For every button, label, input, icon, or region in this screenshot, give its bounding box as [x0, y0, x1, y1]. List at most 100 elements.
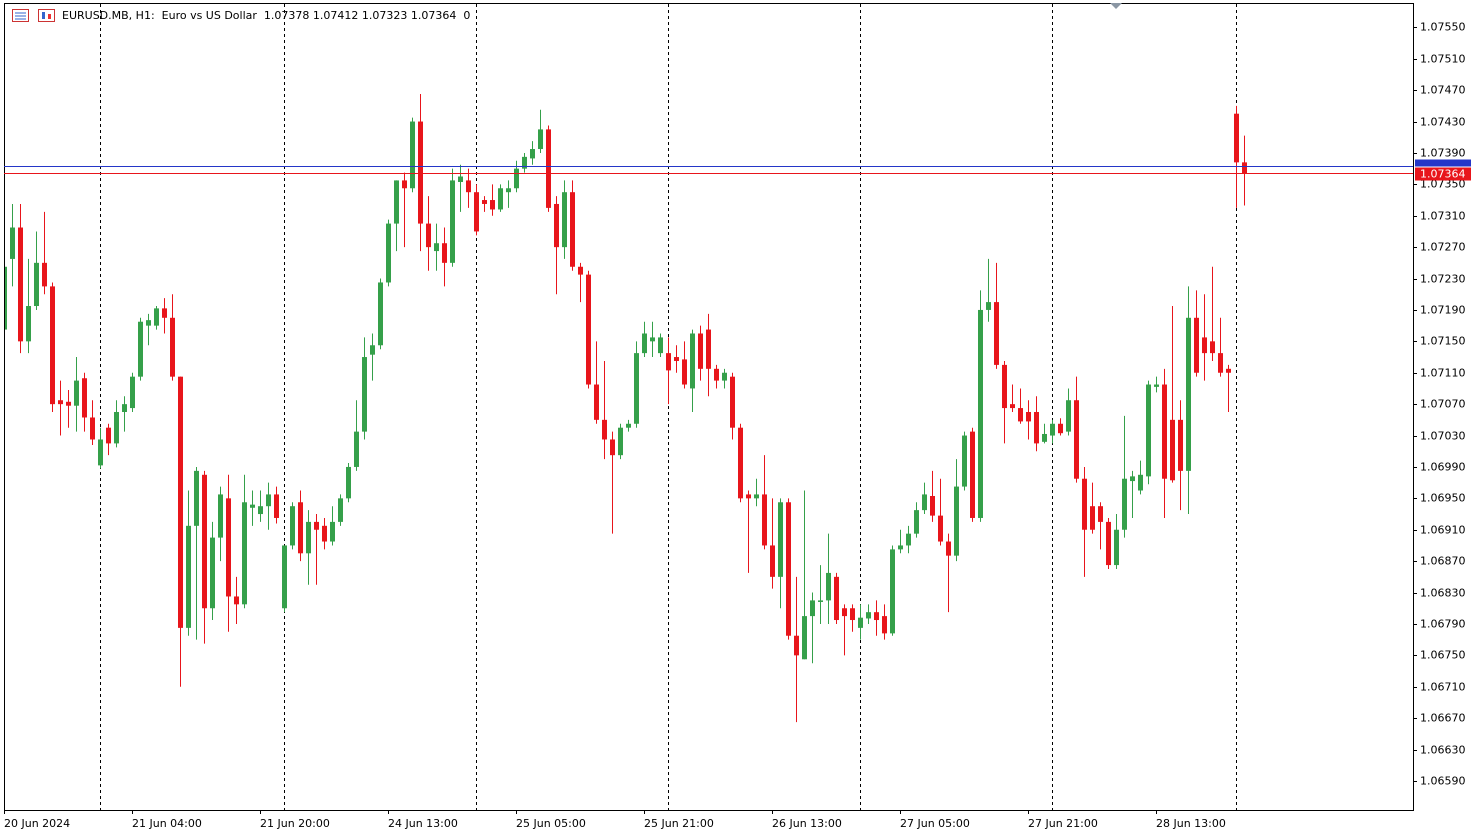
x-tick-label: 26 Jun 13:00 [772, 817, 842, 830]
candle-body [298, 502, 303, 554]
candles [4, 94, 1247, 723]
candle-body [674, 357, 679, 361]
candle-body [714, 368, 719, 381]
y-tick-label: 1.07390 [1420, 147, 1466, 160]
candle-body [242, 502, 247, 605]
candle-body [738, 427, 743, 499]
candle-body [1058, 423, 1063, 434]
candle-body [970, 431, 975, 518]
candle-body [458, 176, 463, 182]
candle-body [810, 600, 815, 617]
candle-body [466, 180, 471, 193]
candle-body [898, 545, 903, 550]
candle-body [914, 510, 919, 534]
candle-body [434, 243, 439, 252]
x-tick-label: 28 Jun 13:00 [1156, 817, 1226, 830]
candle-body [1194, 317, 1199, 373]
candle-body [186, 525, 191, 628]
candle-body [162, 308, 167, 318]
candle-body [602, 419, 607, 440]
candle-body [306, 521, 311, 554]
candle-body [1082, 478, 1087, 530]
candle-body [1034, 411, 1039, 444]
candle-body [346, 466, 351, 499]
candle-body [1018, 408, 1023, 422]
shift-marker[interactable] [1110, 3, 1122, 9]
candle-body [1122, 478, 1127, 530]
candle-body [1218, 353, 1223, 373]
candle-body [202, 474, 207, 609]
candle-body [978, 309, 983, 518]
candle-body [26, 306, 31, 342]
candle-body [522, 156, 527, 169]
y-tick-label: 1.07430 [1420, 116, 1466, 129]
candle-body [1106, 521, 1111, 566]
x-tick-label: 25 Jun 21:00 [644, 817, 714, 830]
x-tick-label: 27 Jun 21:00 [1028, 817, 1098, 830]
candle-body [994, 302, 999, 365]
candle-body [1050, 423, 1055, 436]
candle-body [1178, 419, 1183, 471]
y-tick-label: 1.06990 [1420, 461, 1466, 474]
candle-body [410, 121, 415, 189]
candle-body [546, 129, 551, 208]
candle-body [530, 149, 535, 159]
candle-body [938, 515, 943, 542]
ask-label-box [1415, 159, 1471, 167]
y-tick-label: 1.06910 [1420, 524, 1466, 537]
candle-body [594, 384, 599, 420]
icon-chart[interactable] [38, 9, 55, 22]
y-tick-label: 1.06630 [1420, 744, 1466, 757]
candle-body [722, 372, 727, 381]
candle-body [354, 431, 359, 467]
candle-body [1074, 400, 1079, 479]
candle-body [50, 286, 55, 405]
candle-body [130, 376, 135, 409]
candle-body [1090, 506, 1095, 530]
candle-body [850, 608, 855, 621]
y-tick-label: 1.06950 [1420, 492, 1466, 505]
candle-body [290, 506, 295, 546]
candle-body [226, 498, 231, 597]
candle-body [1210, 341, 1215, 354]
y-tick-label: 1.06750 [1420, 649, 1466, 662]
candle-body [922, 494, 927, 511]
y-tick-label: 1.06670 [1420, 712, 1466, 725]
candle-body [762, 494, 767, 546]
candle-body [378, 282, 383, 346]
candle-body [1162, 384, 1167, 479]
candle-body [386, 223, 391, 283]
candle-body [626, 423, 631, 428]
candle-body [106, 427, 111, 444]
candle-body [1234, 113, 1239, 163]
x-tick-label: 27 Jun 05:00 [900, 817, 970, 830]
candle-body [122, 404, 127, 412]
x-tick-label: 20 Jun 2024 [4, 817, 70, 830]
candle-body [90, 417, 95, 440]
candle-body [962, 435, 967, 487]
candle-body [1114, 529, 1119, 566]
candle-body [642, 333, 647, 354]
candle-body [114, 411, 119, 444]
candle-body [610, 439, 615, 456]
candle-body [890, 549, 895, 634]
candle-body [482, 200, 487, 204]
candle-body [954, 486, 959, 556]
y-tick-label: 1.06870 [1420, 555, 1466, 568]
candle-body [538, 129, 543, 150]
candle-body [234, 596, 239, 605]
candle-body [154, 308, 159, 326]
candle-body [194, 470, 199, 526]
candle-body [682, 359, 687, 385]
candle-body [794, 635, 799, 656]
candle-body [450, 180, 455, 263]
candle-body [618, 427, 623, 456]
candle-body [258, 506, 263, 515]
y-tick-label: 1.06830 [1420, 587, 1466, 600]
candle-body [1138, 474, 1143, 491]
candle-body [506, 188, 511, 193]
candle-body [1186, 317, 1191, 471]
candle-body [34, 262, 39, 307]
candle-body [474, 192, 479, 232]
